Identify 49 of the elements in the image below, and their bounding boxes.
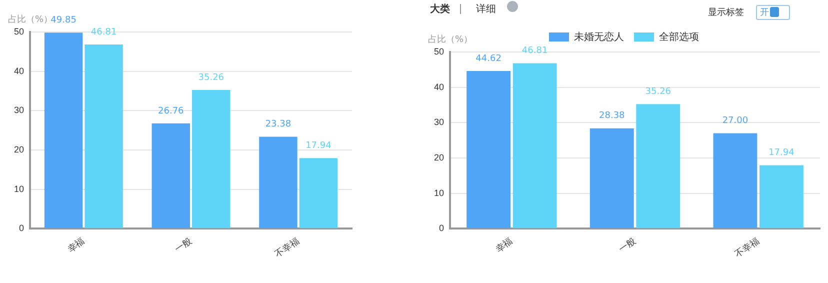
bar xyxy=(713,133,758,228)
x-tick-label: 幸福 xyxy=(66,236,86,254)
y-tick-label: 30 xyxy=(14,105,24,116)
bar xyxy=(84,44,123,228)
bar xyxy=(512,63,557,228)
text: 开 xyxy=(756,5,790,20)
x-tick-label: 不幸福 xyxy=(733,236,761,260)
bar xyxy=(759,165,804,228)
bar xyxy=(590,128,634,228)
x-tick-label: 一般 xyxy=(173,236,194,254)
bar xyxy=(636,104,680,228)
y-tick-label: 20 xyxy=(434,152,444,162)
x-tick-label: 一般 xyxy=(617,236,638,254)
bar xyxy=(259,136,298,228)
y-tick-label: 10 xyxy=(14,184,24,194)
data-label: 35.26 xyxy=(198,72,224,83)
y-tick-label: 0 xyxy=(438,223,444,234)
data-label: 35.26 xyxy=(645,86,672,97)
y-tick-label: 20 xyxy=(14,144,24,154)
bar xyxy=(299,158,338,228)
bar xyxy=(466,71,511,228)
text: 大类 xyxy=(430,2,450,16)
data-label: 27.00 xyxy=(722,116,748,126)
y-tick-label: 10 xyxy=(434,188,444,198)
x-tick-label: 不幸福 xyxy=(273,236,301,260)
data-label: 49.85 xyxy=(50,15,76,26)
legend-label: 全部选项 xyxy=(659,30,699,43)
legend-label: 未婚无恋人 xyxy=(574,30,624,43)
data-label: 28.38 xyxy=(599,111,626,122)
y-tick-label: 30 xyxy=(434,117,444,128)
y-tick-label: 40 xyxy=(14,66,24,76)
y-tick-label: 50 xyxy=(434,46,444,56)
text: 详细 xyxy=(476,2,496,16)
data-label: 17.94 xyxy=(768,148,795,158)
text: 显示标签 xyxy=(708,6,744,19)
bar xyxy=(152,123,190,228)
bar xyxy=(192,90,230,228)
data-label: 44.62 xyxy=(476,54,502,64)
y-axis-title: 占比（%） xyxy=(428,34,473,45)
data-label: 26.76 xyxy=(158,106,184,116)
y-tick-label: 40 xyxy=(434,82,444,92)
data-label: 46.81 xyxy=(90,27,117,38)
data-label: 17.94 xyxy=(306,140,332,151)
data-label: 46.81 xyxy=(522,46,548,56)
bar xyxy=(44,32,83,228)
y-tick-label: 50 xyxy=(14,26,24,36)
x-tick-label: 幸福 xyxy=(494,236,514,254)
data-label: 23.38 xyxy=(265,120,292,130)
y-tick-label: 0 xyxy=(18,223,24,234)
